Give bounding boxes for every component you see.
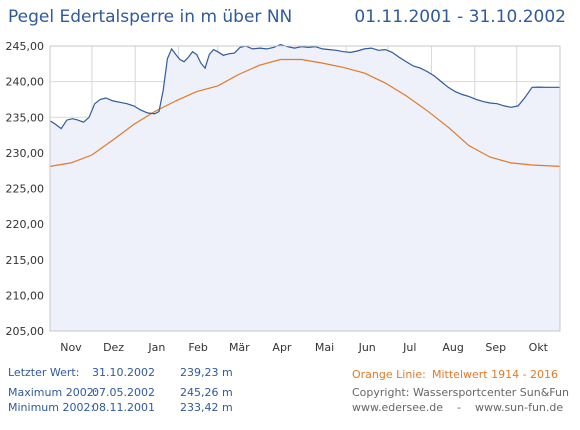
legend-label: Orange Linie: bbox=[352, 368, 426, 381]
pegel-line bbox=[49, 43, 560, 130]
last-value-label: Letzter Wert: bbox=[8, 366, 80, 379]
y-tick-label: 235,00 bbox=[6, 111, 45, 124]
min-date: 08.11.2001 bbox=[92, 401, 155, 414]
y-tick-label: 240,00 bbox=[6, 76, 45, 89]
x-tick-label: Apr bbox=[272, 341, 292, 354]
last-value: 239,23 m bbox=[180, 366, 233, 379]
last-value-date: 31.10.2002 bbox=[92, 366, 155, 379]
date-range: 01.11.2001 - 31.10.2002 bbox=[354, 7, 566, 27]
copyright: Copyright: Wassersportcenter Sun&Fun bbox=[352, 386, 569, 399]
max-value: 245,26 m bbox=[180, 386, 233, 399]
websites: www.edersee.de - www.sun-fun.de bbox=[352, 401, 564, 414]
y-axis: 205,00 210,00 215,00 220,00 225,00 230,00 235,… bbox=[6, 40, 45, 338]
x-tick-label: Jan bbox=[147, 341, 165, 354]
x-tick-label: Jun bbox=[358, 341, 376, 354]
y-tick-label: 205,00 bbox=[6, 325, 45, 338]
x-tick-label: Dez bbox=[103, 341, 124, 354]
y-tick-label: 225,00 bbox=[6, 183, 45, 196]
x-axis: Nov Dez Jan Feb Mär Apr Mai Jun Jul Aug Sep Okt bbox=[60, 341, 548, 354]
x-tick-label: Mai bbox=[315, 341, 334, 354]
y-tick-label: 245,00 bbox=[6, 40, 45, 53]
legend-text: Mittelwert 1914 - 2016 bbox=[432, 368, 559, 381]
x-tick-label: Feb bbox=[188, 341, 207, 354]
x-tick-label: Nov bbox=[60, 341, 82, 354]
x-tick-label: Okt bbox=[529, 341, 549, 354]
max-label: Maximum 2002: bbox=[8, 386, 98, 399]
chart-title: Pegel Edertalsperre in m über NN bbox=[8, 7, 293, 27]
x-tick-label: Sep bbox=[485, 341, 506, 354]
x-tick-label: Aug bbox=[442, 341, 463, 354]
max-date: 07.05.2002 bbox=[92, 386, 155, 399]
pegel-area bbox=[50, 44, 560, 331]
min-value: 233,42 m bbox=[180, 401, 233, 414]
y-tick-label: 220,00 bbox=[6, 218, 45, 231]
y-tick-label: 215,00 bbox=[6, 254, 45, 267]
min-label: Minimum 2002: bbox=[8, 401, 95, 414]
x-tick-label: Jul bbox=[402, 341, 416, 354]
plot-frame bbox=[49, 45, 561, 332]
mittelwert-line bbox=[49, 58, 561, 167]
y-tick-label: 210,00 bbox=[6, 289, 45, 302]
y-tick-label: 230,00 bbox=[6, 147, 45, 160]
x-tick-label: Mär bbox=[229, 341, 250, 354]
